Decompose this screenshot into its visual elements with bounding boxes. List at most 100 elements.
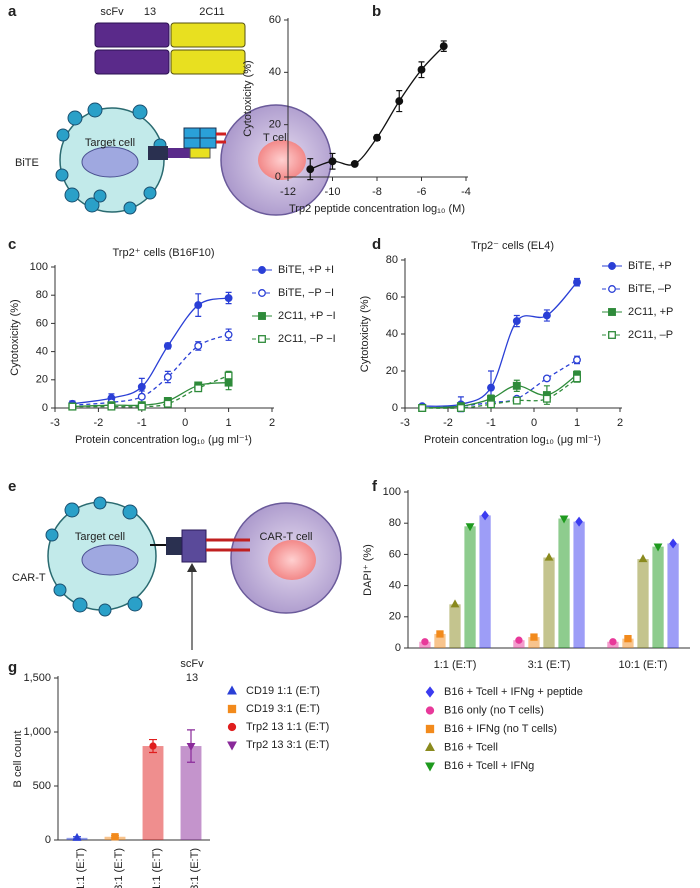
y-tick-label: 100 bbox=[383, 486, 401, 498]
y-tick-label: 60 bbox=[36, 317, 48, 329]
marker bbox=[638, 554, 648, 563]
legend-marker bbox=[258, 266, 266, 274]
x-tick-label: 0 bbox=[531, 417, 537, 429]
marker bbox=[224, 330, 233, 339]
bar bbox=[513, 640, 525, 648]
bar bbox=[434, 633, 446, 648]
marker bbox=[575, 516, 583, 527]
y-tick-label: 20 bbox=[389, 611, 401, 623]
bar bbox=[543, 557, 555, 648]
marker bbox=[450, 599, 460, 608]
fit-line bbox=[422, 281, 578, 407]
chart-title: Trp2⁺ cells (B16F10) bbox=[113, 247, 215, 259]
part-label: 2C11 bbox=[199, 6, 224, 18]
x-tick-label: -8 bbox=[372, 186, 382, 198]
bite bbox=[148, 146, 168, 160]
legend-label: CD19 3:1 (E:T) bbox=[246, 703, 320, 715]
cell-label: Target cell bbox=[75, 531, 125, 543]
marker bbox=[137, 392, 146, 401]
y-tick-label: 0 bbox=[395, 642, 401, 654]
x-tick-label: -12 bbox=[280, 186, 296, 198]
marker bbox=[624, 634, 632, 643]
nucleus bbox=[258, 140, 306, 180]
x-tick-label: 3:1 (E:T) bbox=[113, 848, 125, 888]
y-tick-label: 0 bbox=[45, 834, 51, 846]
legend-label: B16 + Tcell bbox=[444, 741, 498, 753]
tcr bbox=[183, 137, 201, 149]
panel-label: d bbox=[372, 236, 381, 253]
x-tick-label: 3:1 (E:T) bbox=[189, 848, 201, 888]
y-tick-label: 0 bbox=[42, 402, 48, 414]
y-tick-label: 40 bbox=[269, 66, 281, 78]
legend-label: 2C11, –P bbox=[628, 329, 673, 341]
legend-label: Trp2 13 3:1 (E:T) bbox=[246, 739, 329, 751]
legend-marker bbox=[425, 762, 435, 772]
tcr bbox=[199, 137, 217, 149]
format-label: BiTE bbox=[15, 157, 39, 169]
panel-label: g bbox=[8, 659, 17, 676]
marker bbox=[512, 381, 521, 390]
nucleus bbox=[81, 544, 139, 576]
bar bbox=[142, 746, 164, 840]
legend-marker bbox=[608, 331, 616, 339]
scfv-block bbox=[94, 49, 170, 75]
y-tick-label: 100 bbox=[30, 261, 48, 273]
legend-label: CD19 1:1 (E:T) bbox=[246, 685, 320, 697]
legend-label: 2C11, +P bbox=[628, 306, 673, 318]
marker bbox=[542, 394, 551, 403]
legend-label: Trp2 13 1:1 (E:T) bbox=[246, 721, 329, 733]
legend-label: BiTE, +P +I bbox=[278, 264, 334, 276]
marker bbox=[306, 165, 315, 174]
marker bbox=[573, 355, 581, 364]
marker bbox=[418, 404, 427, 412]
panel-label: c bbox=[8, 236, 16, 253]
legend-label: B16 + Tcell + IFNg bbox=[444, 760, 534, 772]
x-tick-label: -2 bbox=[443, 417, 453, 429]
diagram-e: Target cell CAR-T CAR-T cell scFv 13 bbox=[12, 496, 342, 684]
y-tick-label: 80 bbox=[36, 289, 48, 301]
x-tick-label: 0 bbox=[182, 417, 188, 429]
bar bbox=[528, 637, 540, 648]
x-tick-label: 1 bbox=[574, 417, 580, 429]
legend-marker bbox=[258, 289, 266, 297]
legend-label: B16 + IFNg (no T cells) bbox=[444, 723, 557, 735]
legend-marker bbox=[608, 285, 616, 293]
marker bbox=[487, 383, 495, 392]
x-axis-label: Protein concentration log₁₀ (μg ml⁻¹) bbox=[424, 434, 601, 446]
scfv-block bbox=[94, 22, 170, 48]
tcr bbox=[199, 127, 217, 139]
marker bbox=[72, 832, 82, 841]
marker bbox=[487, 400, 495, 409]
marker bbox=[224, 371, 233, 380]
y-tick-label: 60 bbox=[386, 291, 398, 303]
y-tick-label: 20 bbox=[269, 119, 281, 131]
bar bbox=[622, 638, 634, 648]
marker bbox=[107, 402, 116, 411]
legend-marker bbox=[425, 724, 435, 734]
bar bbox=[667, 543, 679, 648]
legend-marker bbox=[227, 741, 237, 751]
bar bbox=[558, 518, 570, 648]
legend-label: 2C11, +P −I bbox=[278, 310, 336, 322]
marker bbox=[350, 159, 359, 168]
marker bbox=[559, 515, 569, 524]
x-tick-label: 3:1 (E:T) bbox=[528, 659, 571, 671]
marker bbox=[439, 42, 448, 51]
legend-marker bbox=[227, 722, 237, 732]
marker bbox=[194, 384, 203, 393]
y-tick-label: 1,000 bbox=[23, 726, 51, 738]
marker bbox=[373, 133, 381, 142]
x-tick-label: -2 bbox=[94, 417, 104, 429]
x-tick-label: -3 bbox=[400, 417, 410, 429]
antigen-binding bbox=[166, 537, 182, 555]
marker bbox=[137, 382, 146, 391]
tcr bbox=[183, 127, 201, 139]
x-tick-label: 2 bbox=[617, 417, 623, 429]
bite bbox=[168, 148, 190, 158]
panel-label: a bbox=[8, 3, 17, 20]
fit-line bbox=[72, 334, 229, 406]
part-label: 13 bbox=[144, 6, 156, 18]
2c11-block bbox=[170, 22, 246, 48]
cell-label: T cell bbox=[263, 132, 289, 144]
